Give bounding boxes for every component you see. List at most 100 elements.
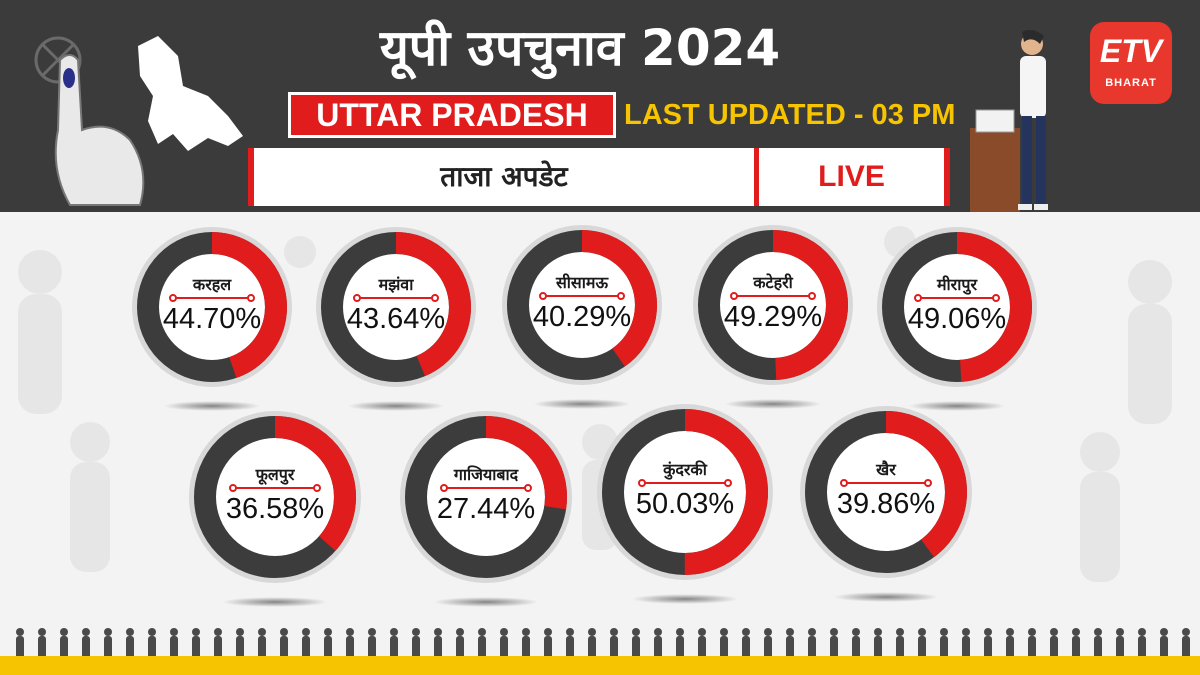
- separator-line: [357, 297, 435, 299]
- donut-ring-2: [316, 227, 476, 387]
- separator-dot: [353, 294, 362, 302]
- constituency-name: मझंवा: [378, 275, 414, 294]
- separator-dot: [616, 292, 625, 300]
- turnout-value: 44.70%: [162, 303, 262, 335]
- donut-4: कटेहरी 49.29%: [691, 223, 855, 387]
- donut-5: मीरापुर 49.06%: [875, 225, 1039, 389]
- turnout-value: 40.29%: [532, 301, 632, 333]
- donut-center: [904, 254, 1010, 360]
- donut-turnout-arc: [882, 232, 1032, 382]
- separator-line: [444, 487, 528, 489]
- separator-dot: [169, 294, 178, 302]
- donut-shadow: [723, 399, 823, 409]
- donut-turnout-arc: [405, 416, 567, 578]
- donut-center: [343, 254, 449, 360]
- donut-9: खैर 39.86%: [798, 404, 974, 580]
- donut-turnout-arc: [321, 232, 471, 382]
- constituency-name: फूलपुर: [255, 465, 295, 484]
- separator-dot: [312, 484, 321, 492]
- donut-shadow: [532, 399, 632, 409]
- separator-dot: [723, 479, 732, 487]
- turnout-value: 49.29%: [723, 301, 823, 333]
- donut-center: [720, 252, 826, 358]
- separator-dot: [229, 484, 238, 492]
- logo-sub-text: BHARAT: [1105, 77, 1157, 89]
- live-label: LIVE: [818, 160, 885, 193]
- latest-update-label: ताजा अपडेट: [440, 160, 568, 193]
- donut-center: [827, 433, 945, 551]
- logo-main-text: ETV: [1099, 33, 1163, 69]
- donut-ring-7: [400, 411, 572, 583]
- donut-ring-8: [597, 404, 773, 580]
- separator-dot: [730, 292, 739, 300]
- donut-ring-9: [800, 406, 972, 578]
- page-title: यूपी उपचुनाव 2024: [379, 19, 781, 77]
- donut-turnout-arc: [698, 230, 848, 380]
- separator-dot: [440, 484, 449, 492]
- donut-2: मझंवा 43.64%: [314, 225, 478, 389]
- turnout-value: 43.64%: [346, 303, 446, 335]
- constituency-name: खैर: [876, 460, 896, 479]
- separator-line: [543, 295, 621, 297]
- separator-dot: [523, 484, 532, 492]
- separator-line: [918, 297, 996, 299]
- turnout-value: 36.58%: [225, 493, 325, 525]
- donut-shadow: [162, 401, 262, 411]
- donut-center: [216, 438, 334, 556]
- donut-turnout-arc: [194, 416, 356, 578]
- donut-turnout-arc: [507, 230, 657, 380]
- turnout-value: 27.44%: [436, 493, 536, 525]
- separator-dot: [638, 479, 647, 487]
- separator-dot: [246, 294, 255, 302]
- donut-1: करहल 44.70%: [130, 225, 294, 389]
- separator-line: [642, 482, 728, 484]
- donut-ring-1: [132, 227, 292, 387]
- separator-dot: [991, 294, 1000, 302]
- separator-line: [844, 482, 928, 484]
- donut-ring-4: [693, 225, 853, 385]
- donut-ring-6: [189, 411, 361, 583]
- uttar-pradesh-map-icon: [138, 36, 243, 151]
- turnout-value: 50.03%: [635, 488, 735, 520]
- donut-shadow: [907, 401, 1007, 411]
- constituency-name: कुंदरकी: [663, 460, 707, 479]
- header: यूपी उपचुनाव 2024 UTTAR PRADESH LAST UPD…: [0, 0, 1200, 212]
- separator-line: [734, 295, 812, 297]
- donut-6: फूलपुर 36.58%: [187, 409, 363, 585]
- people-silhouettes-decoration: [16, 628, 1190, 662]
- donut-turnout-arc: [805, 411, 967, 573]
- donut-ring-3: [502, 225, 662, 385]
- constituency-name: गाजियाबाद: [453, 465, 519, 484]
- donut-center: [624, 431, 746, 553]
- donut-ring-5: [877, 227, 1037, 387]
- last-updated-label: LAST UPDATED - 03 PM: [624, 99, 956, 131]
- turnout-value: 39.86%: [836, 488, 936, 520]
- constituency-name: सीसामऊ: [555, 273, 609, 292]
- constituency-name: करहल: [192, 275, 232, 294]
- constituency-name: मीरापुर: [936, 275, 978, 294]
- donut-8: कुंदरकी 50.03%: [595, 402, 775, 582]
- etv-bharat-logo: ETV BHARAT: [1090, 22, 1172, 104]
- update-bar: ताजा अपडेट LIVE: [248, 148, 950, 206]
- separator-dot: [840, 479, 849, 487]
- donut-3: सीसामऊ 40.29%: [500, 223, 664, 387]
- separator-line: [233, 487, 317, 489]
- separator-dot: [539, 292, 548, 300]
- bar-divider: [754, 148, 759, 206]
- separator-dot: [923, 479, 932, 487]
- state-label: UTTAR PRADESH: [288, 92, 616, 138]
- donut-7: गाजियाबाद 27.44%: [398, 409, 574, 585]
- donut-shadow: [222, 597, 328, 607]
- donut-shadow: [833, 592, 939, 602]
- separator-dot: [807, 292, 816, 300]
- separator-line: [173, 297, 251, 299]
- donut-turnout-arc: [602, 409, 768, 575]
- donut-shadow: [631, 594, 739, 604]
- donut-center: [529, 252, 635, 358]
- separator-dot: [430, 294, 439, 302]
- turnout-value: 49.06%: [907, 303, 1007, 335]
- donut-shadow: [433, 597, 539, 607]
- constituency-name: कटेहरी: [753, 273, 793, 292]
- voting-finger-icon: [34, 36, 145, 206]
- donut-center: [427, 438, 545, 556]
